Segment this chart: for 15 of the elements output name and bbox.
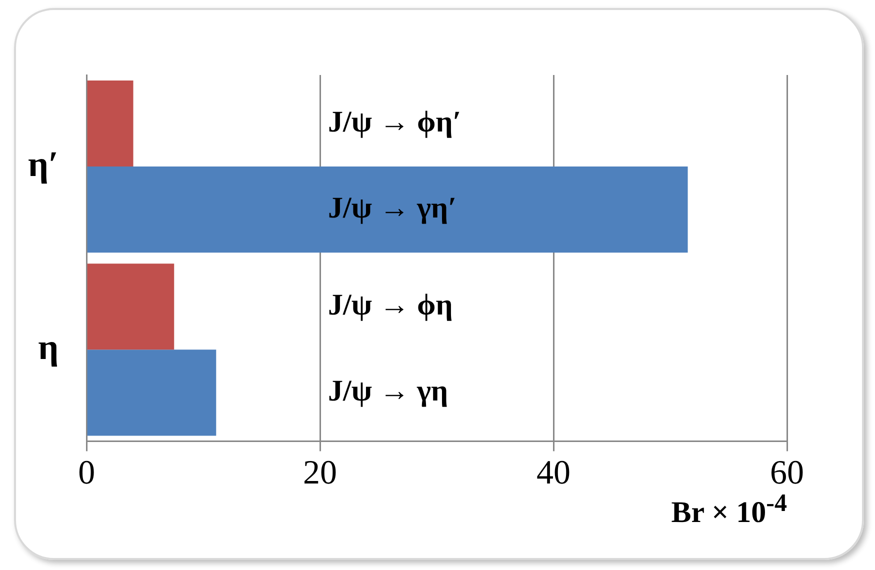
y-tick-label: η′ bbox=[28, 144, 59, 184]
bar bbox=[87, 166, 688, 253]
bar bbox=[87, 264, 174, 350]
annotation: J/ψ → ϕη bbox=[328, 288, 453, 322]
bar bbox=[87, 80, 134, 167]
annotation: J/ψ → γη bbox=[328, 374, 448, 408]
bar bbox=[87, 350, 216, 436]
x-axis-title: Br × 10$^{-4}$ bbox=[671, 490, 787, 530]
annotation: J/ψ → γη′ bbox=[328, 191, 457, 224]
x-tick-label: 40 bbox=[536, 454, 571, 492]
annotation: J/ψ → ϕη′ bbox=[328, 105, 462, 138]
x-tick-label: 0 bbox=[78, 454, 96, 492]
x-tick-label: 60 bbox=[770, 454, 804, 492]
y-tick-label: η bbox=[38, 326, 59, 367]
x-tick-label: 20 bbox=[303, 454, 338, 492]
